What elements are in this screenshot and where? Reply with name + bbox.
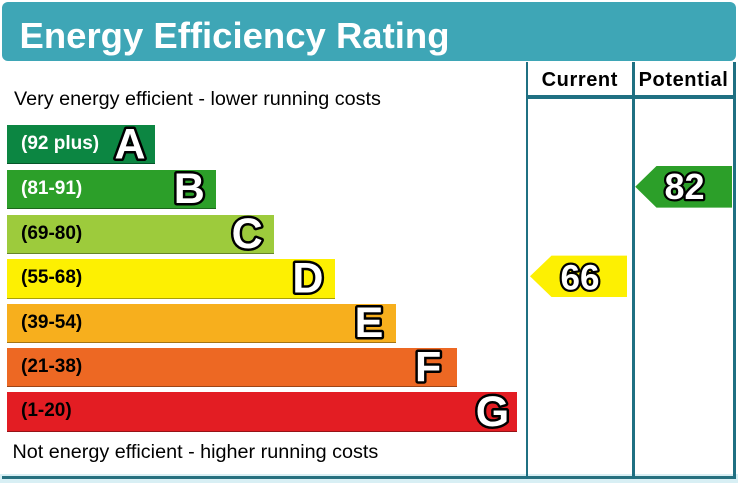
svg-text:G: G	[476, 388, 509, 436]
svg-text:D: D	[292, 255, 323, 303]
svg-text:82: 82	[664, 166, 704, 207]
svg-text:A: A	[114, 121, 145, 169]
svg-text:F: F	[415, 344, 441, 392]
svg-text:E: E	[355, 299, 384, 347]
svg-text:C: C	[232, 210, 263, 258]
svg-text:B: B	[174, 165, 205, 213]
svg-text:66: 66	[561, 258, 600, 297]
